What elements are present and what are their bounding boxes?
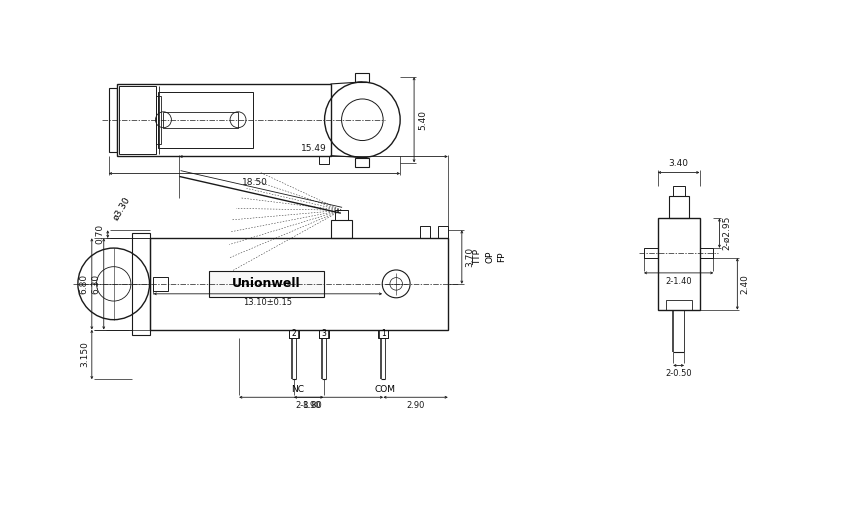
Text: 2.90: 2.90: [407, 401, 425, 410]
Bar: [330, 220, 353, 238]
Bar: [157, 96, 162, 144]
Text: 3: 3: [321, 329, 326, 338]
Bar: [438, 226, 448, 238]
Bar: [318, 330, 329, 337]
Text: 13.10±0.15: 13.10±0.15: [243, 298, 292, 307]
Bar: [289, 330, 298, 337]
Bar: [420, 226, 430, 238]
Text: 3.70: 3.70: [464, 247, 474, 267]
Bar: [158, 92, 253, 148]
Text: 3.40: 3.40: [669, 160, 689, 168]
Bar: [209, 271, 323, 297]
Text: 3.150: 3.150: [80, 342, 89, 368]
Bar: [150, 238, 448, 330]
Bar: [289, 330, 298, 337]
Text: 2-ø2.95: 2-ø2.95: [722, 216, 731, 250]
Text: FP: FP: [497, 252, 507, 262]
Bar: [666, 300, 691, 310]
Text: 0.70: 0.70: [95, 224, 105, 244]
Text: OP: OP: [485, 251, 494, 263]
Text: 6.80: 6.80: [80, 274, 89, 294]
Text: 2.40: 2.40: [740, 274, 749, 294]
Bar: [699, 248, 714, 258]
Bar: [355, 158, 369, 166]
Text: 18.50: 18.50: [242, 178, 267, 187]
Bar: [153, 277, 169, 291]
Bar: [378, 330, 388, 337]
Text: TTP: TTP: [473, 249, 482, 265]
Text: 1: 1: [381, 329, 385, 338]
Text: 6.30: 6.30: [92, 274, 101, 294]
Bar: [318, 155, 329, 163]
Bar: [119, 86, 157, 153]
Bar: [319, 330, 328, 337]
Text: COM: COM: [375, 385, 396, 394]
Bar: [673, 186, 685, 197]
Bar: [335, 210, 348, 220]
Bar: [644, 248, 658, 258]
Bar: [355, 73, 369, 82]
Text: 2-0.50: 2-0.50: [666, 369, 692, 379]
Text: 15.49: 15.49: [301, 144, 327, 152]
Bar: [669, 197, 689, 218]
Text: 2: 2: [292, 329, 296, 338]
Bar: [132, 233, 150, 334]
Bar: [117, 84, 330, 155]
Text: 5.40: 5.40: [418, 110, 427, 130]
Bar: [658, 218, 699, 310]
Bar: [108, 88, 117, 152]
Text: ø3.30: ø3.30: [111, 195, 132, 222]
Bar: [378, 330, 388, 337]
Text: 8.90: 8.90: [302, 401, 321, 410]
Bar: [163, 112, 238, 128]
Text: 2-1.40: 2-1.40: [666, 277, 692, 286]
Text: NC: NC: [292, 385, 304, 394]
Text: 2-1.80: 2-1.80: [295, 401, 322, 410]
Text: Unionwell: Unionwell: [232, 277, 301, 290]
